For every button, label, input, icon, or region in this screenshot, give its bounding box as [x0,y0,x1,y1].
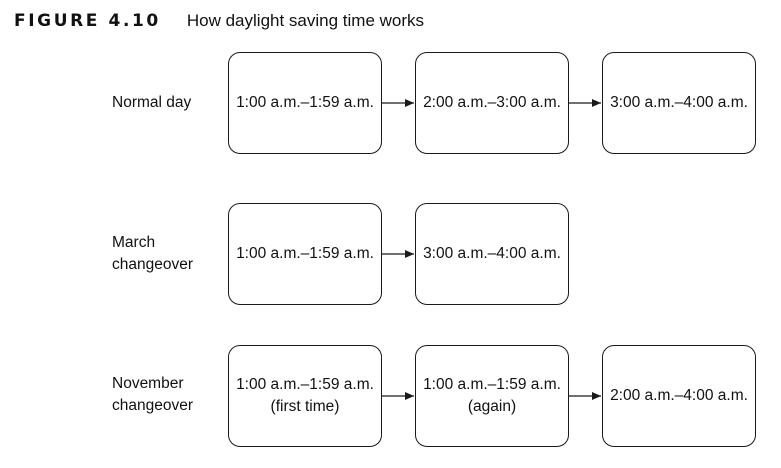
figure-title: How daylight saving time works [186,11,425,30]
time-box: 3:00 a.m.–4:00 a.m. [602,52,756,154]
row-label-line: changeover [112,397,194,414]
time-box-text: 1:00 a.m.–1:59 a.m. [236,94,374,111]
time-box-subtext: (again) [467,398,517,415]
time-box-text: 1:00 a.m.–1:59 a.m. [423,376,561,393]
figure-header: FIGURE 4.10 How daylight saving time wor… [14,8,424,34]
time-box-text: 1:00 a.m.–1:59 a.m. [236,245,374,262]
time-box-text: 3:00 a.m.–4:00 a.m. [423,245,561,262]
row-label-november-changeover: November changeover [112,373,193,417]
time-box: 1:00 a.m.–1:59 a.m. (again) [415,345,569,447]
row-label-line: Normal day [112,94,192,111]
row-label-normal-day: Normal day [112,92,191,114]
time-box-text: 1:00 a.m.–1:59 a.m. [236,376,374,393]
time-box-text: 2:00 a.m.–3:00 a.m. [423,94,561,111]
time-box-text: 2:00 a.m.–4:00 a.m. [610,387,748,404]
time-box: 3:00 a.m.–4:00 a.m. [415,203,569,305]
row-label-line: changeover [112,256,194,273]
time-box-subtext: (first time) [270,398,340,415]
figure-label: FIGURE 4.10 [14,11,161,31]
row-label-march-changeover: March changeover [112,232,193,276]
time-box: 1:00 a.m.–1:59 a.m. [228,52,382,154]
time-box: 2:00 a.m.–4:00 a.m. [602,345,756,447]
time-box: 1:00 a.m.–1:59 a.m. [228,203,382,305]
time-box: 2:00 a.m.–3:00 a.m. [415,52,569,154]
row-label-line: November [112,375,184,392]
time-box: 1:00 a.m.–1:59 a.m. (first time) [228,345,382,447]
time-box-text: 3:00 a.m.–4:00 a.m. [610,94,748,111]
row-label-line: March [112,234,156,251]
